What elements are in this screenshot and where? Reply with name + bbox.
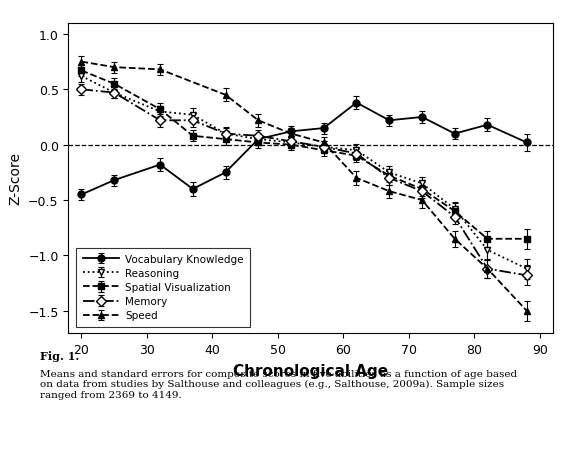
Legend: Vocabulary Knowledge, Reasoning, Spatial Visualization, Memory, Speed: Vocabulary Knowledge, Reasoning, Spatial…: [76, 248, 250, 327]
X-axis label: Chronological Age: Chronological Age: [233, 363, 388, 378]
Y-axis label: Z-Score: Z-Score: [9, 152, 23, 205]
Text: Fig. 1.: Fig. 1.: [40, 350, 79, 361]
Text: Means and standard errors for composite scores in five abilities as a function o: Means and standard errors for composite …: [40, 369, 517, 399]
